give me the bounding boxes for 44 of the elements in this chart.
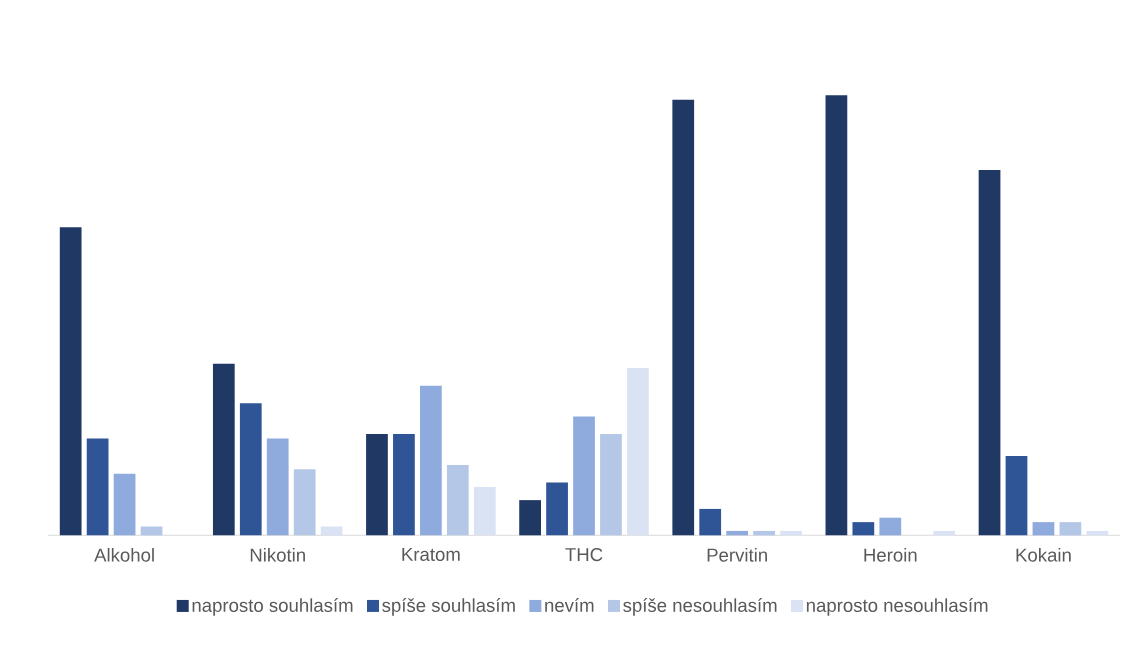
x-tick-label: Nikotin: [250, 548, 305, 562]
bar: [293, 469, 316, 536]
bar: [1086, 530, 1109, 536]
bar: [1005, 456, 1028, 536]
legend-label: naprosto nesouhlasím: [806, 598, 988, 616]
bar: [473, 486, 496, 536]
bar: [1059, 522, 1082, 536]
x-tick-label: Kokain: [1016, 548, 1071, 562]
bar: [753, 530, 775, 536]
legend-label: spíše nesouhlasím: [623, 598, 777, 616]
bar: [726, 530, 749, 536]
bar: [113, 473, 136, 536]
bar: [212, 363, 235, 536]
bar: [780, 530, 802, 536]
bar: [672, 99, 695, 536]
bar: [320, 526, 343, 536]
bar: [59, 227, 82, 536]
x-tick-label: Kratom: [402, 548, 460, 561]
bar: [86, 438, 109, 536]
bar: [393, 434, 415, 536]
bar: [825, 95, 848, 536]
legend-label: naprosto souhlasím: [192, 598, 353, 616]
bar: [239, 403, 262, 536]
bar: [1032, 522, 1055, 536]
x-tick-label: Heroin: [864, 548, 917, 562]
legend-label: spíše souhlasím: [382, 598, 515, 616]
bar: [933, 530, 956, 536]
bar: [600, 434, 622, 536]
bar: [366, 434, 388, 536]
legend-label: nevím: [545, 598, 594, 612]
bar: [546, 482, 568, 536]
x-tick-label: Alkohol: [94, 548, 154, 562]
bar: [978, 170, 1001, 536]
bar: [627, 368, 649, 536]
bar: [852, 522, 875, 536]
bar: [420, 385, 442, 536]
x-tick-label: THC: [565, 548, 603, 562]
bar: [266, 438, 289, 536]
bar: [699, 508, 722, 536]
bar: [519, 500, 541, 536]
bar: [446, 464, 469, 536]
bar: [879, 517, 902, 536]
x-tick-label: Pervitin: [707, 548, 767, 562]
bar: [573, 416, 595, 536]
